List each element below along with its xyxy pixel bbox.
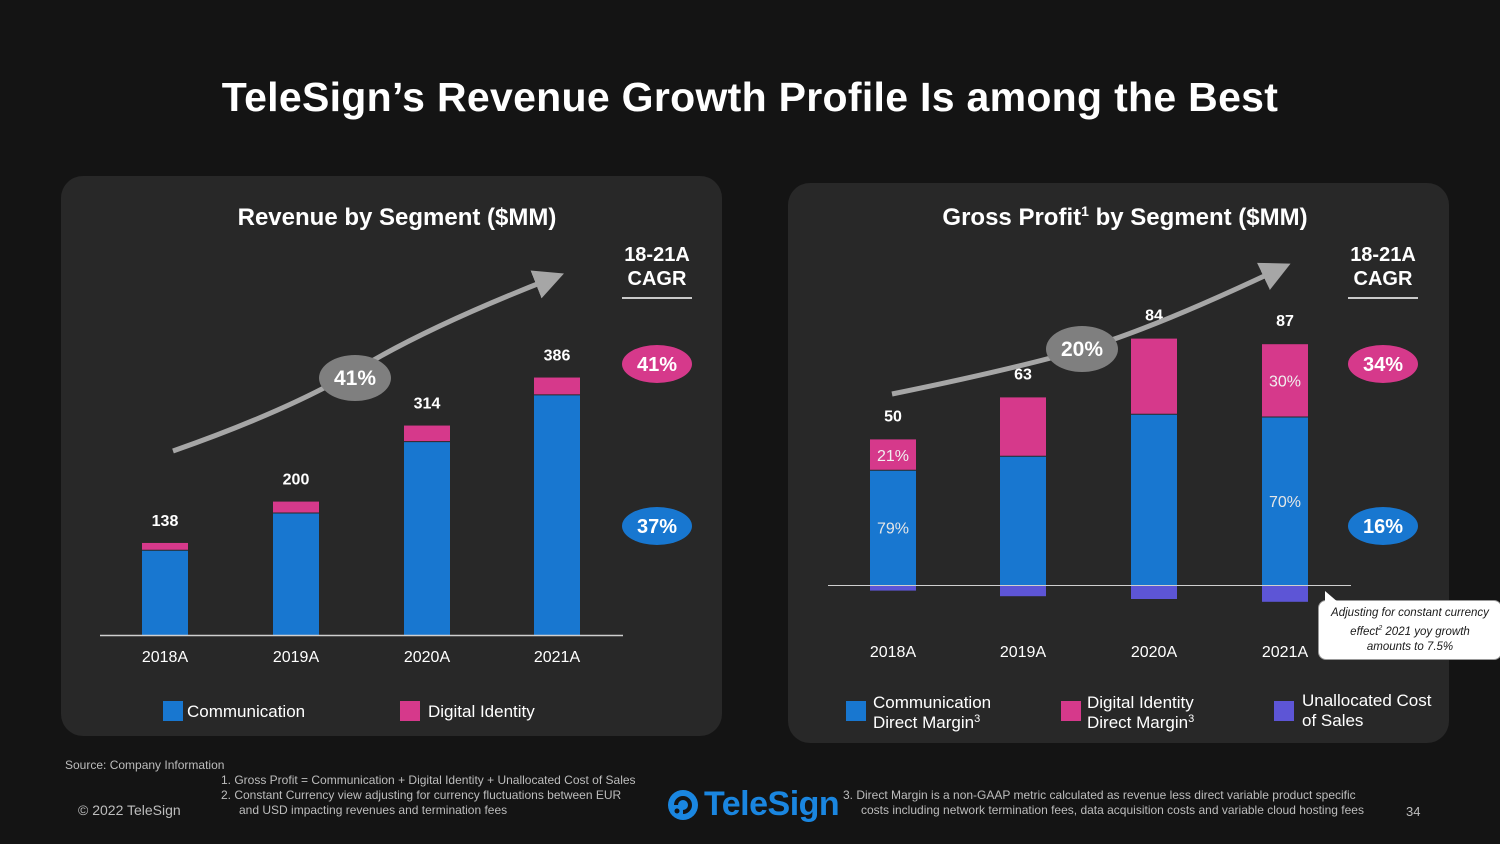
legend-communication-margin-label: Communication Direct Margin3 bbox=[873, 693, 991, 732]
gross-profit-cagr-digital-identity-value: 34% bbox=[1363, 354, 1403, 376]
gross-profit-digital-identity-share-2018A: 21% bbox=[877, 448, 909, 465]
revenue-bar-communication-2021A bbox=[534, 394, 580, 635]
gross-profit-bar-communication-2021A bbox=[1262, 417, 1308, 585]
page-number: 34 bbox=[1406, 804, 1421, 819]
gross-profit-digital-identity-share-2021A: 30% bbox=[1269, 374, 1301, 391]
footnote-2-line-1: 2. Constant Currency view adjusting for … bbox=[221, 788, 622, 802]
gross-profit-communication-share-2021A: 70% bbox=[1269, 494, 1301, 511]
revenue-bar-communication-2020A bbox=[404, 441, 450, 635]
gross-profit-growth-badge-label: 20% bbox=[1061, 338, 1103, 361]
gross-profit-growth-badge bbox=[1046, 326, 1118, 372]
slide-title: TeleSign’s Revenue Growth Profile Is amo… bbox=[221, 74, 1279, 120]
revenue-growth-badge bbox=[319, 355, 391, 401]
gross-profit-total-label-2019A: 63 bbox=[1014, 366, 1032, 383]
gross-profit-total-label-2018A: 50 bbox=[884, 408, 902, 425]
revenue-category-label-2019A: 2019A bbox=[273, 649, 320, 666]
telesign-logo-icon bbox=[668, 789, 698, 820]
gross-profit-bar-digital-identity-2018A bbox=[870, 439, 916, 471]
revenue-bar-digital-identity-2021A bbox=[534, 377, 580, 395]
gross-profit-bar-communication-2019A bbox=[1000, 456, 1046, 585]
telesign-logo: TeleSign bbox=[666, 785, 840, 824]
gross-profit-bar-unallocated-2021A bbox=[1262, 585, 1308, 602]
gross-profit-total-label-2021A: 87 bbox=[1276, 313, 1294, 330]
revenue-bar-digital-identity-2018A bbox=[142, 542, 188, 551]
revenue-chart-panel bbox=[61, 176, 722, 736]
gross-profit-cagr-communication-badge bbox=[1348, 507, 1418, 545]
callout-line-1: Adjusting for constant currency bbox=[1331, 607, 1489, 619]
footnote-3-line-1: 3. Direct Margin is a non-GAAP metric ca… bbox=[843, 788, 1356, 802]
legend-digital-identity-swatch bbox=[400, 701, 420, 721]
footnote-1: 1. Gross Profit = Communication + Digita… bbox=[221, 773, 636, 787]
revenue-growth-badge-label: 41% bbox=[334, 367, 376, 390]
footnote-3-line-2: costs including network termination fees… bbox=[861, 803, 1364, 817]
revenue-cagr-communication-badge bbox=[622, 507, 692, 545]
gross-profit-bar-digital-identity-2021A bbox=[1262, 344, 1308, 417]
legend-unallocated-swatch bbox=[1274, 701, 1294, 721]
gross-profit-bar-unallocated-2019A bbox=[1000, 585, 1046, 597]
gross-profit-cagr-header-2: CAGR bbox=[1354, 268, 1413, 290]
revenue-bar-digital-identity-2019A bbox=[273, 501, 319, 513]
revenue-total-label-2019A: 200 bbox=[283, 472, 310, 489]
constant-currency-callout: Adjusting for constant currency effect2 … bbox=[1318, 591, 1500, 660]
copyright: © 2022 TeleSign bbox=[78, 802, 181, 818]
legend-unallocated-label: Unallocated Cost of Sales bbox=[1302, 691, 1432, 730]
gross-profit-bar-unallocated-2020A bbox=[1131, 585, 1177, 599]
gross-profit-bar-communication-2018A bbox=[870, 470, 916, 585]
revenue-cagr-communication-value: 37% bbox=[637, 516, 677, 538]
gross-profit-category-label-2019A: 2019A bbox=[1000, 644, 1047, 661]
revenue-cagr-header-2: CAGR bbox=[628, 268, 687, 290]
gross-profit-chart-title: Gross Profit1 by Segment ($MM) bbox=[942, 203, 1307, 231]
callout-line-3: amounts to 7.5% bbox=[1366, 640, 1454, 653]
revenue-total-label-2021A: 386 bbox=[544, 348, 571, 365]
legend-digital-identity-margin-swatch bbox=[1061, 701, 1081, 721]
revenue-cagr-digital-identity-badge bbox=[622, 345, 692, 383]
revenue-bar-communication-2019A bbox=[273, 512, 319, 635]
revenue-category-label-2018A: 2018A bbox=[142, 649, 189, 666]
gross-profit-category-label-2020A: 2020A bbox=[1131, 644, 1178, 661]
gross-profit-cagr-digital-identity-badge bbox=[1348, 345, 1418, 383]
revenue-bar-digital-identity-2020A bbox=[404, 425, 450, 442]
revenue-total-label-2018A: 138 bbox=[152, 513, 179, 530]
gross-profit-communication-share-2018A: 79% bbox=[877, 521, 909, 538]
revenue-cagr-header-1: 18-21A bbox=[624, 244, 690, 266]
legend-digital-identity-label: Digital Identity bbox=[428, 702, 535, 721]
gross-profit-bar-digital-identity-2019A bbox=[1000, 397, 1046, 457]
callout-line-2: effect2 2021 yoy growth bbox=[1350, 625, 1470, 638]
gross-profit-category-label-2021A: 2021A bbox=[1262, 644, 1309, 661]
source-note: Source: Company Information bbox=[65, 758, 225, 772]
gross-profit-category-label-2018A: 2018A bbox=[870, 644, 917, 661]
gross-profit-cagr-header-1: 18-21A bbox=[1350, 244, 1416, 266]
gross-profit-cagr-communication-value: 16% bbox=[1363, 516, 1403, 538]
footnote-2-line-2: and USD impacting revenues and terminati… bbox=[239, 803, 508, 817]
legend-communication-label: Communication bbox=[187, 702, 305, 721]
telesign-logo-text: TeleSign bbox=[704, 785, 840, 823]
gross-profit-bar-digital-identity-2020A bbox=[1131, 338, 1177, 415]
gross-profit-bar-communication-2020A bbox=[1131, 414, 1177, 585]
legend-communication-margin-swatch bbox=[846, 701, 866, 721]
revenue-bars: 138 2018A 200 2019A 314 2020A 386 2021A bbox=[142, 348, 581, 666]
legend-digital-identity-margin-label: Digital Identity Direct Margin3 bbox=[1087, 693, 1194, 732]
revenue-category-label-2021A: 2021A bbox=[534, 649, 581, 666]
revenue-bar-communication-2018A bbox=[142, 550, 188, 635]
legend-communication-swatch bbox=[163, 701, 183, 721]
revenue-category-label-2020A: 2020A bbox=[404, 649, 451, 666]
gross-profit-bar-unallocated-2018A bbox=[870, 585, 916, 591]
revenue-total-label-2020A: 314 bbox=[414, 396, 441, 413]
revenue-cagr-digital-identity-value: 41% bbox=[637, 354, 677, 376]
revenue-chart-title: Revenue by Segment ($MM) bbox=[238, 204, 557, 231]
